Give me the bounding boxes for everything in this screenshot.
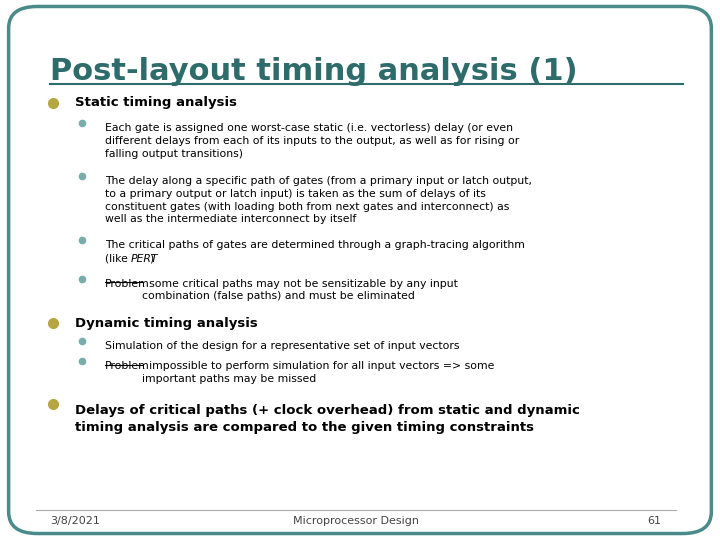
Text: (like: (like	[105, 254, 132, 264]
Text: Each gate is assigned one worst-case static (i.e. vectorless) delay (or even
dif: Each gate is assigned one worst-case sta…	[105, 123, 520, 159]
Text: Dynamic timing analysis: Dynamic timing analysis	[75, 317, 258, 330]
Text: Microprocessor Design: Microprocessor Design	[292, 516, 418, 526]
Text: : some critical paths may not be sensitizable by any input
combination (false pa: : some critical paths may not be sensiti…	[142, 279, 457, 301]
Text: : impossible to perform simulation for all input vectors => some
important paths: : impossible to perform simulation for a…	[142, 361, 494, 384]
Text: Static timing analysis: Static timing analysis	[75, 96, 237, 109]
Text: Problem: Problem	[105, 279, 150, 289]
Text: Simulation of the design for a representative set of input vectors: Simulation of the design for a represent…	[105, 341, 460, 351]
Text: ): )	[149, 254, 153, 264]
Text: Problem: Problem	[105, 361, 150, 372]
Text: The critical paths of gates are determined through a graph-tracing algorithm: The critical paths of gates are determin…	[105, 240, 525, 250]
Text: PERT: PERT	[131, 254, 158, 264]
Text: The delay along a specific path of gates (from a primary input or latch output,
: The delay along a specific path of gates…	[105, 176, 532, 225]
Text: Delays of critical paths (+ clock overhead) from static and dynamic
timing analy: Delays of critical paths (+ clock overhe…	[75, 404, 580, 434]
Text: Post-layout timing analysis (1): Post-layout timing analysis (1)	[50, 57, 577, 86]
Text: 61: 61	[647, 516, 662, 526]
Text: 3/8/2021: 3/8/2021	[50, 516, 99, 526]
